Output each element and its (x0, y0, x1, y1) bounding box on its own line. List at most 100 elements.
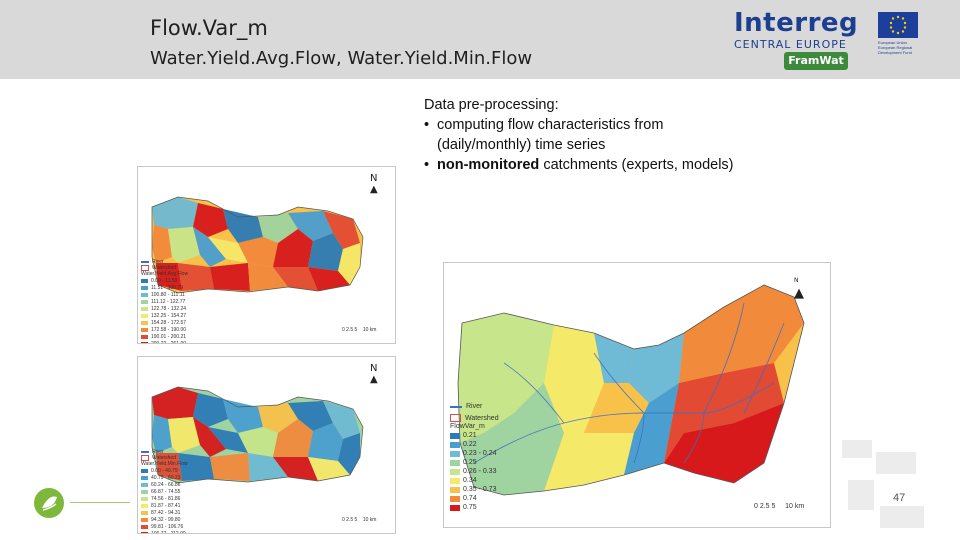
north-label: N (370, 363, 378, 374)
legend-swatch (450, 504, 460, 511)
legend-river: River (141, 259, 188, 265)
legend-item: 0.25 (450, 459, 499, 466)
legend-item: 132.25 - 154.27 (141, 313, 188, 319)
legend-watershed: Watershed (141, 455, 188, 461)
legend-swatch (141, 525, 148, 529)
legend-watershed-label: Watershed (152, 455, 176, 461)
legend-swatch (450, 432, 460, 439)
footer-divider (70, 502, 130, 503)
legend-item-label: 0.21 (463, 432, 477, 439)
legend-item-label: 0.75 (463, 504, 477, 511)
legend-item: 0.26 - 0.33 (450, 468, 499, 475)
legend-items: 0.00 - 40.79 40.79 - 60.23 60.24 - 66.86 66… (141, 468, 188, 533)
legend-river: River (450, 403, 499, 410)
legend-swatch (141, 279, 148, 283)
legend-title: Water.Yield.Avg.Flow (141, 271, 189, 277)
legend-watershed-label: Watershed (465, 414, 499, 422)
legend-swatch (141, 511, 148, 515)
legend-item-label: 60.24 - 66.86 (151, 482, 181, 488)
scale-bar: 0 2.5 5 10 km (342, 517, 376, 523)
legend-item-label: 111.12 - 122.77 (151, 299, 186, 305)
legend-items: 0.21 0.22 0.23 - 0.24 0.25 0.26 - 0.33 0.34 0.… (450, 432, 499, 511)
map-flowvar-legend: River Watershed FlowVar_m 0.21 0.22 0.23 -… (450, 403, 499, 511)
legend-item: 122.78 - 132.24 (141, 306, 188, 312)
bullet-text-1: computing flow characteristics from (dai… (437, 117, 664, 153)
legend-swatch (141, 307, 148, 311)
legend-swatch (450, 459, 460, 466)
legend-swatch (141, 497, 148, 501)
legend-item-label: 74.56 - 81.86 (151, 496, 181, 502)
framwat-badge: FramWat (784, 52, 848, 70)
map-min-flow: N ▲ River Watershed Water.Yield.Min.Flow … (137, 356, 396, 534)
legend-item: 99.81 - 106.76 (141, 524, 188, 530)
map-avg-flow-legend: River Watershed Water.Yield.Avg.Flow 0.0… (141, 259, 189, 344)
watershed-icon (450, 414, 461, 422)
legend-item-label: 172.58 - 190.00 (151, 327, 187, 333)
leaf-logo-icon (34, 488, 64, 518)
scale-end-label: 10 km (785, 503, 805, 510)
legend-item-label: 11.51 - 100.79 (151, 285, 183, 291)
legend-swatch (141, 469, 148, 473)
legend-swatch (141, 342, 148, 343)
legend-swatch (141, 483, 148, 487)
slide-subtitle: Water.Yield.Avg.Flow, Water.Yield.Min.Fl… (150, 48, 533, 69)
legend-swatch (141, 532, 148, 533)
legend-swatch (141, 300, 148, 304)
decorative-tile (880, 506, 924, 528)
bullet-text-2: catchments (experts, models) (539, 157, 734, 173)
legend-item: 0.74 (450, 495, 499, 502)
north-arrow-icon: N ▲ (794, 277, 804, 301)
map-min-flow-graphic (151, 386, 364, 484)
legend-swatch (141, 518, 148, 522)
scale-end-label: 10 km (362, 517, 377, 523)
legend-swatch (450, 450, 460, 457)
north-label: N (794, 277, 799, 284)
legend-watershed: Watershed (450, 414, 499, 422)
map-min-flow-legend: River Watershed Water.Yield.Min.Flow 0.0… (141, 449, 188, 533)
legend-river: River (141, 449, 188, 455)
legend-swatch (141, 504, 148, 508)
bullet-item-2: • non-monitored catchments (experts, mod… (424, 155, 754, 175)
legend-item-label: 0.22 (463, 441, 477, 448)
legend-item: 66.87 - 74.55 (141, 489, 188, 495)
legend-item: 0.23 - 0.24 (450, 450, 499, 457)
legend-item: 0.21 (450, 432, 499, 439)
legend-item: 0.35 - 0.73 (450, 486, 499, 493)
north-arrow-icon: N ▲ (370, 173, 378, 195)
legend-item: 100.80 - 111.11 (141, 292, 188, 298)
legend-item: 190.01 - 200.21 (141, 334, 188, 340)
legend-swatch (450, 477, 460, 484)
legend-item: 74.56 - 81.86 (141, 496, 188, 502)
legend-item-label: 200.22 - 261.00 (151, 341, 187, 344)
bullet-dot: • (424, 117, 430, 133)
legend-swatch (141, 293, 148, 297)
north-label: N (370, 173, 378, 184)
legend-item-label: 154.28 - 172.57 (151, 320, 187, 326)
legend-item-label: 0.00 - 40.79 (151, 468, 178, 474)
river-icon (141, 261, 149, 263)
legend-item: 11.51 - 100.79 (141, 285, 188, 291)
bullet-item-1: • computing flow characteristics from (d… (424, 115, 754, 155)
scale-label: 0 2.5 5 (342, 327, 358, 333)
legend-item-label: 66.87 - 74.55 (151, 489, 181, 495)
legend-title: FlowVar_m (450, 423, 485, 430)
bullet-dot: • (424, 157, 430, 173)
legend-item: 0.22 (450, 441, 499, 448)
watershed-icon (141, 265, 149, 271)
scale-label: 0 2.5 5 (342, 517, 358, 523)
legend-item-label: 0.25 (463, 459, 477, 466)
legend-item: 0.00 - 40.79 (141, 468, 188, 474)
legend-item: 87.42 - 94.31 (141, 510, 188, 516)
legend-item: 81.87 - 87.41 (141, 503, 188, 509)
preprocessing-heading: Data pre-processing: (424, 97, 559, 113)
legend-item: 0.75 (450, 504, 499, 511)
watershed-icon (141, 455, 149, 461)
legend-item-label: 122.78 - 132.24 (151, 306, 187, 312)
legend-watershed-label: Watershed (152, 265, 176, 271)
legend-swatch (141, 335, 148, 339)
page-number: 47 (893, 492, 906, 504)
legend-item-label: 0.26 - 0.33 (463, 468, 497, 475)
legend-item: 60.24 - 66.86 (141, 482, 188, 488)
legend-swatch (141, 328, 148, 332)
legend-item: 94.32 - 99.80 (141, 517, 188, 523)
